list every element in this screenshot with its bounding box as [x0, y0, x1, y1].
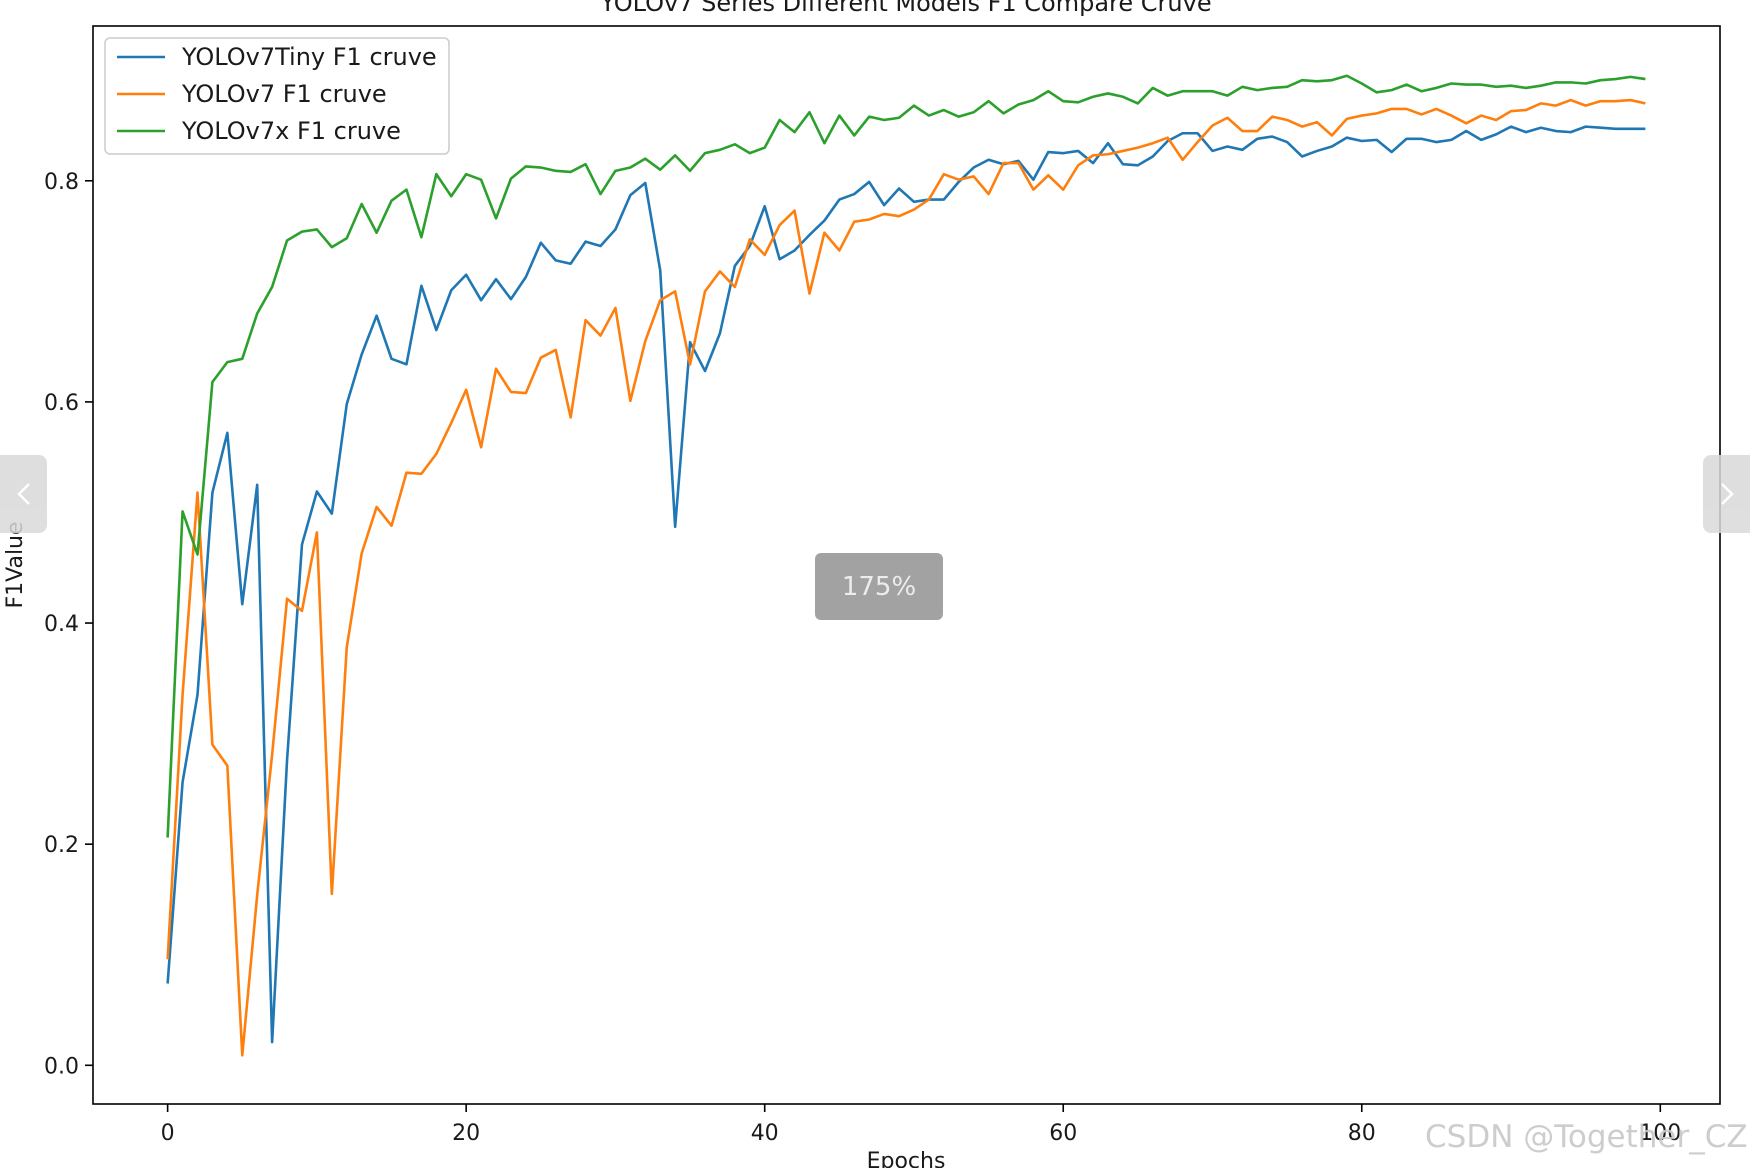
y-tick-label: 0.2: [44, 833, 79, 858]
y-tick-label: 0.0: [44, 1054, 79, 1079]
chevron-left-icon: [16, 483, 30, 505]
x-axis-label: Epochs: [867, 1149, 946, 1168]
x-axis-ticks: 0 20 40 60 80 100: [161, 1104, 1681, 1146]
previous-image-button[interactable]: [0, 455, 47, 533]
y-axis-label: F1Value: [3, 521, 28, 608]
x-tick-label: 0: [161, 1121, 175, 1146]
legend-entry-tiny: YOLOv7Tiny F1 cruve: [181, 43, 437, 71]
x-tick-label: 80: [1348, 1121, 1376, 1146]
chevron-right-icon: [1720, 483, 1734, 505]
legend-entry-v7: YOLOv7 F1 cruve: [181, 80, 387, 108]
series-line-2: [166, 74, 1646, 838]
x-tick-label: 20: [452, 1121, 480, 1146]
y-tick-label: 0.6: [44, 391, 79, 416]
series-line-0: [166, 125, 1646, 1044]
chart-title: YOLOv7 Series Different Models F1 Compar…: [599, 0, 1211, 17]
legend: YOLOv7Tiny F1 cruve YOLOv7 F1 cruve YOLO…: [104, 37, 450, 155]
zoom-level-badge: 175%: [815, 553, 943, 620]
x-tick-label: 40: [751, 1121, 779, 1146]
x-tick-label: 100: [1639, 1121, 1681, 1146]
series-lines: [166, 74, 1646, 1057]
y-tick-label: 0.4: [44, 612, 79, 637]
y-axis-ticks: 0.0 0.2 0.4 0.6 0.8: [44, 170, 93, 1079]
legend-box: [104, 37, 450, 155]
axes-frame: [92, 25, 1721, 1105]
x-tick-label: 60: [1049, 1121, 1077, 1146]
series-line-1: [166, 98, 1646, 1057]
next-image-button[interactable]: [1703, 455, 1750, 533]
y-tick-label: 0.8: [44, 170, 79, 195]
legend-entry-v7x: YOLOv7x F1 cruve: [181, 117, 401, 145]
watermark: CSDN @Together_CZ: [1425, 1119, 1748, 1155]
